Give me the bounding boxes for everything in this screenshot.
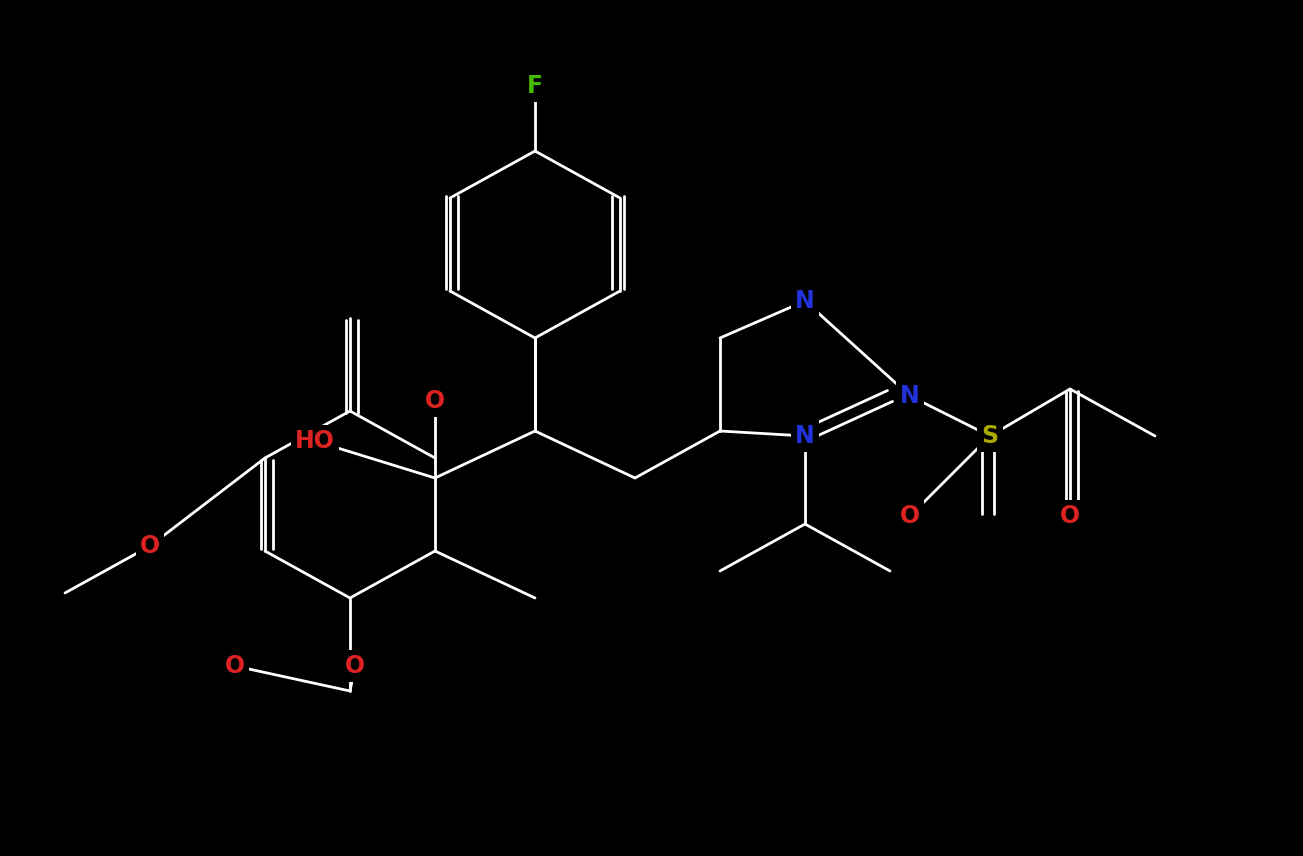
Text: HO: HO xyxy=(294,429,335,453)
Text: O: O xyxy=(139,534,160,558)
Text: O: O xyxy=(1059,504,1080,528)
Text: S: S xyxy=(981,424,998,448)
Text: N: N xyxy=(795,289,814,313)
Text: O: O xyxy=(225,654,245,678)
Text: O: O xyxy=(425,389,446,413)
Text: O: O xyxy=(900,504,920,528)
Text: F: F xyxy=(526,74,543,98)
Text: O: O xyxy=(345,654,365,678)
Text: N: N xyxy=(795,424,814,448)
Text: N: N xyxy=(900,384,920,408)
